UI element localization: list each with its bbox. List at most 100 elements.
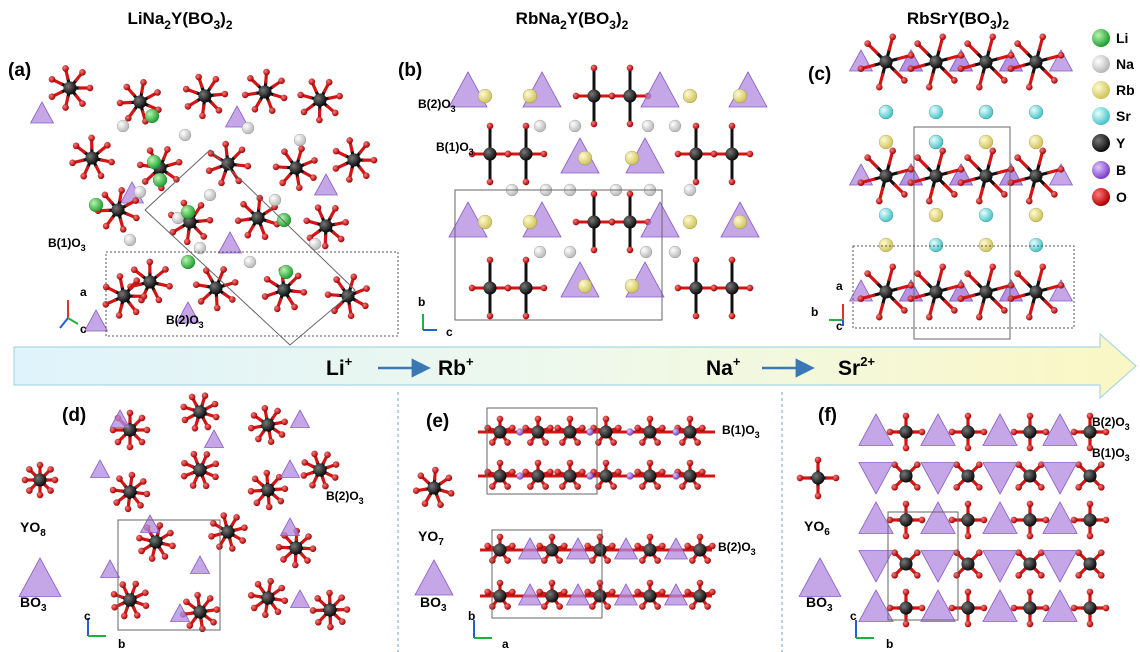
bo3-triangle [175,301,201,324]
o-atom [626,64,634,72]
o-atom [902,532,910,540]
o-atom [240,524,248,532]
y-atom [899,601,913,615]
o-atom [948,516,956,524]
o-atom [626,190,634,198]
o-atom [546,424,554,432]
o-atom [914,40,922,48]
o-atom [694,439,702,446]
y-atom [493,469,507,483]
o-atom [192,281,200,289]
o-atom [281,597,289,605]
y-atom [725,281,739,295]
y-atom [1083,557,1097,571]
o-atom [327,623,334,631]
b-atom [516,428,524,436]
o-atom [1007,281,1015,289]
o-atom [1039,147,1047,155]
o-atom [275,543,283,551]
o-atom [857,179,865,187]
rb-atom [522,88,538,104]
y-atom [683,469,697,483]
o-atom [496,459,504,467]
crystal-structures [18,33,1110,639]
o-atom [907,51,915,59]
o-atom [47,487,55,495]
o-atom [889,147,897,155]
o-atom [346,137,354,144]
y-atom [347,153,361,167]
o-atom [184,102,192,110]
y-atom [879,169,893,183]
y-atom [258,85,272,99]
o-atom [182,85,190,93]
o-atom [199,112,206,120]
na-atom-icon [1092,55,1110,73]
o-atom [708,588,716,596]
bo3-triangle [289,589,311,608]
o-atom [79,100,86,108]
y-atom [929,169,943,183]
o-atom [566,415,574,423]
o-atom [338,594,346,602]
rb-atom [477,88,493,104]
o-atom [504,603,512,610]
o-atom [263,68,271,76]
o-atom [114,438,122,446]
o-atom [310,174,317,182]
y-atom [563,425,577,439]
na-atom [123,233,137,247]
rb-atom [522,214,538,230]
o-atom [194,591,202,599]
o-atom [504,557,512,564]
bo3-triangle [920,413,956,446]
o-atom [110,590,118,598]
svg-text:c: c [446,325,453,339]
y-atom [313,463,327,477]
o-atom [626,246,634,254]
bo3-triangle [858,462,894,495]
y-atom [593,543,607,557]
o-atom [1050,306,1058,314]
b-atom [516,472,524,480]
bo3-triangle [279,459,301,478]
o-atom [796,474,804,482]
y-atom [545,543,559,557]
o-atom [332,147,340,155]
o-atom [975,571,983,579]
o-atom [914,154,922,162]
panel-label-b: (b) [398,60,422,81]
o-atom [206,216,214,224]
bo3-triangle [663,583,689,606]
bo3-triangle [560,261,600,298]
o-atom [300,288,308,296]
o-atom [324,451,331,459]
o-atom [166,282,173,290]
o-atom [332,165,340,172]
o-atom [161,552,169,560]
o-atom [913,549,921,557]
o-atom [212,460,220,468]
o-atom [1026,532,1034,540]
structure-c [829,33,1075,340]
o-atom [496,533,504,541]
o-atom [980,516,988,524]
y-atom [33,473,47,487]
o-atom [902,500,910,508]
o-atom [684,588,692,596]
o-atom [1097,461,1105,469]
o-atom [215,106,223,114]
o-atom [133,277,141,285]
label-yo7: YO7 [418,528,444,548]
bo3-triangle [1042,550,1078,583]
bo3-triangle [920,550,956,583]
o-atom [25,465,33,473]
o-atom [62,65,69,72]
y-atom [693,589,707,603]
o-atom [522,468,530,476]
o-atom [350,273,358,281]
unit-cell-a [144,149,356,346]
panel-label-e: (e) [426,411,449,432]
o-atom [210,618,218,626]
o-atom [116,99,124,107]
